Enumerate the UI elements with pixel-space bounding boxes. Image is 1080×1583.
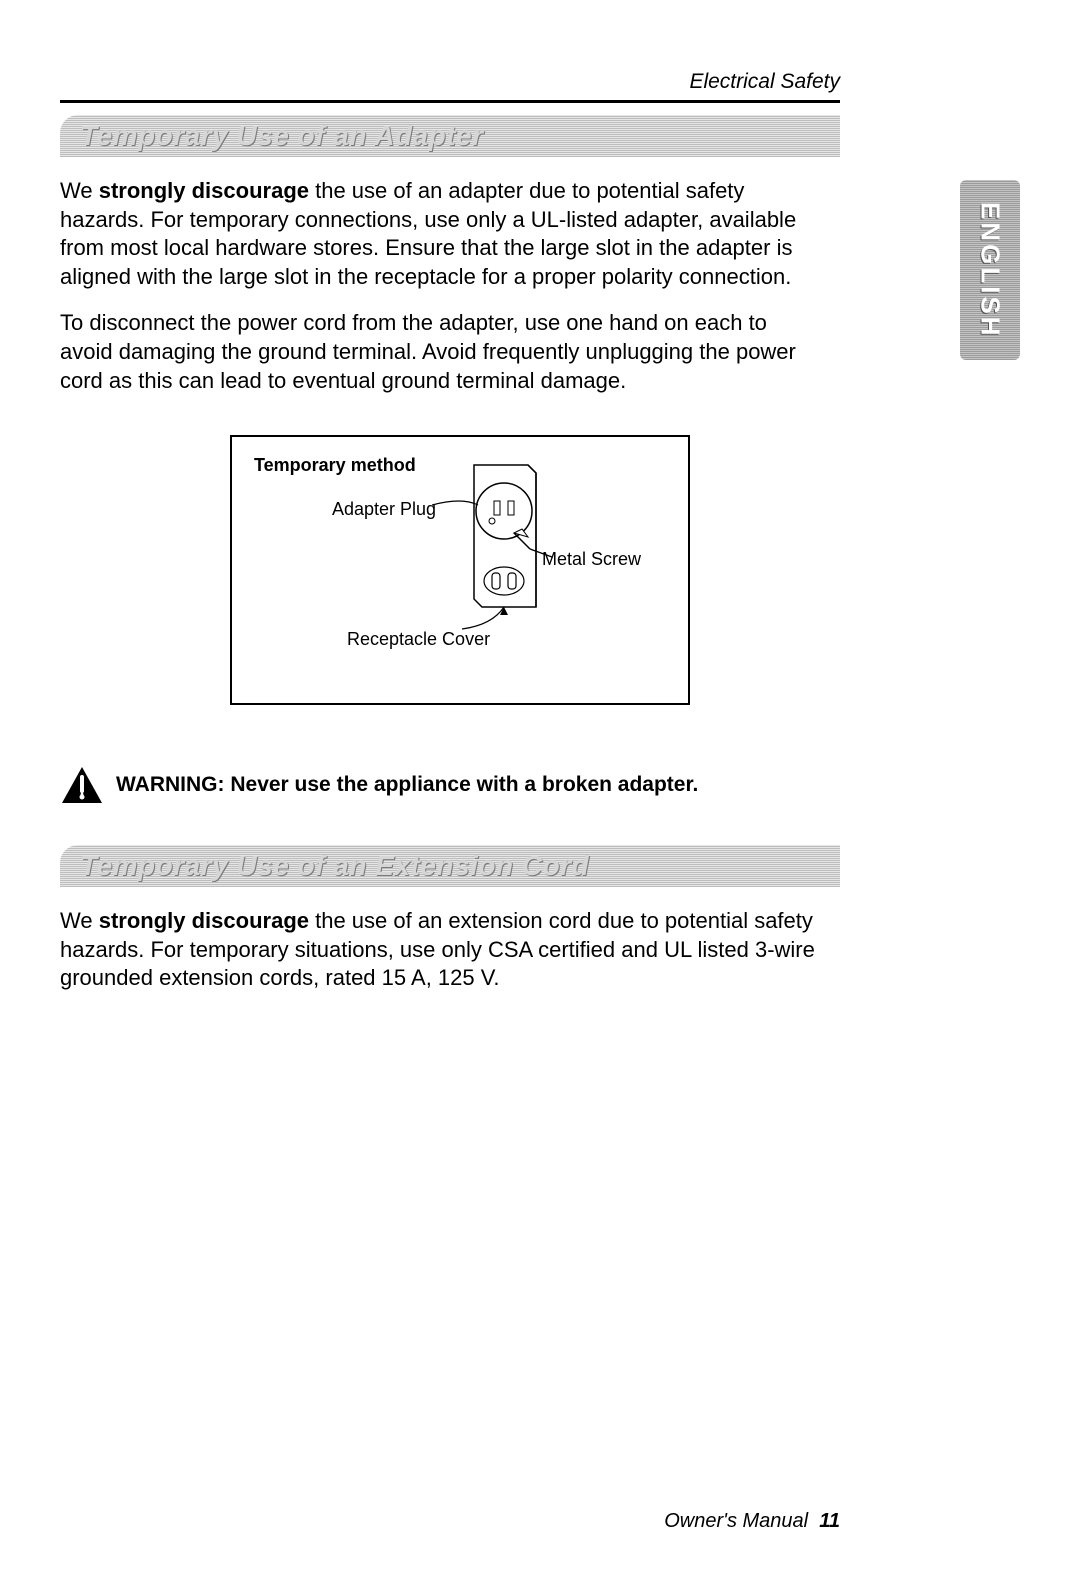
warning-row: WARNING: Never use the appliance with a …	[60, 765, 820, 805]
warning-body-text: Never use the appliance with a broken ad…	[230, 773, 698, 796]
warning-icon	[60, 765, 104, 805]
section-title: Temporary Use of an Adapter	[60, 120, 484, 152]
language-tab-label: ENGLISH	[975, 202, 1006, 339]
language-tab: ENGLISH	[960, 180, 1020, 360]
diagram-label-adapter-plug: Adapter Plug	[332, 499, 436, 520]
emphasis: strongly discourage	[99, 178, 309, 203]
page-footer: Owner's Manual 11	[664, 1510, 840, 1533]
warning-label: WARNING:	[116, 773, 225, 796]
text: We	[60, 908, 99, 933]
section1-paragraph1: We strongly discourage the use of an ada…	[60, 177, 820, 291]
diagram-svg	[432, 457, 572, 637]
page: Electrical Safety Temporary Use of an Ad…	[0, 0, 1080, 1583]
section-title: Temporary Use of an Extension Cord	[60, 850, 589, 882]
section-heading-adapter: Temporary Use of an Adapter	[60, 115, 840, 157]
text: We	[60, 178, 99, 203]
adapter-diagram: Temporary method Adapter Plug Metal Scre…	[230, 435, 690, 705]
section-heading-extension: Temporary Use of an Extension Cord	[60, 845, 840, 887]
diagram-title: Temporary method	[254, 455, 416, 476]
header-rule	[60, 100, 840, 103]
section2-paragraph1: We strongly discourage the use of an ext…	[60, 907, 820, 993]
emphasis: strongly discourage	[99, 908, 309, 933]
page-header: Electrical Safety	[60, 70, 1020, 94]
section1-paragraph2: To disconnect the power cord from the ad…	[60, 309, 820, 395]
warning-text: WARNING: Never use the appliance with a …	[116, 773, 698, 797]
footer-label: Owner's Manual	[664, 1510, 808, 1532]
footer-page-number: 11	[819, 1510, 840, 1532]
